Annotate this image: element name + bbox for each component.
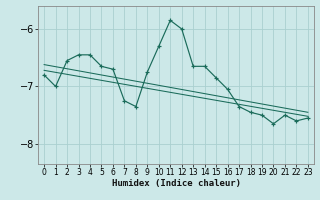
X-axis label: Humidex (Indice chaleur): Humidex (Indice chaleur) bbox=[111, 179, 241, 188]
